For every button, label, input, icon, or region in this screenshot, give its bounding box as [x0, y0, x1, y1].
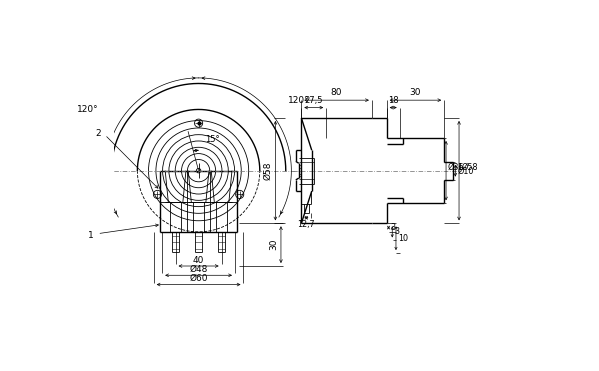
- Text: 120°: 120°: [77, 105, 98, 114]
- Text: 3: 3: [391, 223, 396, 232]
- Text: Ø60: Ø60: [189, 274, 208, 283]
- Text: 18: 18: [388, 96, 398, 105]
- Text: 12,7: 12,7: [298, 220, 315, 229]
- Text: 27,5: 27,5: [304, 96, 323, 105]
- Text: 40: 40: [193, 256, 204, 265]
- Text: Ø36: Ø36: [447, 162, 464, 171]
- Text: 1: 1: [88, 231, 94, 240]
- Text: Ø48: Ø48: [189, 265, 208, 274]
- Text: Ø58: Ø58: [461, 162, 478, 171]
- Text: Ø58: Ø58: [264, 161, 273, 180]
- Text: 3: 3: [395, 227, 400, 236]
- Text: 15°: 15°: [205, 135, 220, 144]
- Text: 120°: 120°: [288, 96, 309, 105]
- Text: 30: 30: [410, 88, 421, 97]
- Text: 2: 2: [96, 129, 101, 138]
- Text: 10: 10: [398, 234, 408, 243]
- Text: Ø10: Ø10: [458, 167, 474, 176]
- Text: 1: 1: [458, 164, 462, 173]
- Text: 80: 80: [331, 88, 343, 97]
- Text: 30: 30: [269, 239, 278, 250]
